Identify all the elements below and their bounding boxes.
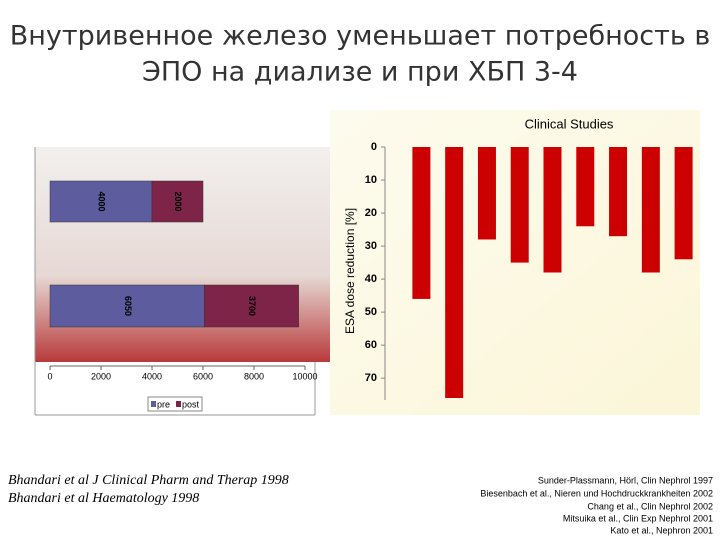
y-axis-label: ESA dose reduction [%] [343,208,357,334]
legend [147,396,203,412]
citation: Biesenbach et al., Nieren und Hochdruckk… [480,488,713,498]
x-tick-label: 10000 [292,371,317,381]
title-line: Внутривенное железо уменьшает потребност… [10,21,711,52]
x-tick-label: 6000 [193,371,213,381]
x-tick-label: 0 [47,371,52,381]
y-tick-label: 0 [371,141,377,153]
bar-segment [49,284,205,328]
bar [477,147,496,240]
left-plot-bg [35,147,330,362]
bar-label: 3700 [247,296,257,316]
legend-label: post [182,399,200,409]
bar [412,147,431,299]
bar-label: 4000 [97,191,107,211]
citation: Sunder-Plassmann, Hörl, Clin Nephrol 199… [538,475,713,485]
bar [445,147,464,398]
legend-swatch [176,401,181,407]
title-line: ЭПО на диализе и при ХБП 3-4 [142,57,578,88]
bar-label: 2000 [173,191,183,211]
citation: Kato et al., Nephron 2001 [610,525,713,535]
legend-swatch [151,401,156,407]
bar-segment [49,180,153,223]
y-tick-label: 40 [365,273,377,285]
citation: Bhandari et al Haematology 1998 [8,491,199,506]
citation: Chang et al., Clin Nephrol 2002 [587,501,713,511]
x-tick-label: 8000 [244,371,264,381]
bar-segment [151,180,204,223]
bar [510,147,529,263]
y-tick-label: 60 [365,339,377,351]
chart-title: Clinical Studies [525,116,614,131]
bar [641,147,660,273]
y-tick-label: 30 [365,240,377,252]
citation: Bhandari et al J Clinical Pharm and Ther… [8,473,289,488]
x-tick-label: 2000 [91,371,111,381]
y-tick-label: 10 [365,174,377,186]
y-tick-label: 70 [365,372,377,384]
bar [674,147,693,260]
x-tick-label: 4000 [142,371,162,381]
bar-segment [204,284,299,328]
legend-label: pre [157,399,170,409]
y-tick-label: 20 [365,207,377,219]
bar-label: 6050 [123,296,133,316]
bar [609,147,628,237]
citation: Mitsuika et al., Clin Exp Nephrol 2001 [563,513,713,523]
left-citations: Bhandari et al J Clinical Pharm and Ther… [8,473,289,506]
y-tick-label: 50 [365,306,377,318]
bar [543,147,562,273]
bar [576,147,595,227]
